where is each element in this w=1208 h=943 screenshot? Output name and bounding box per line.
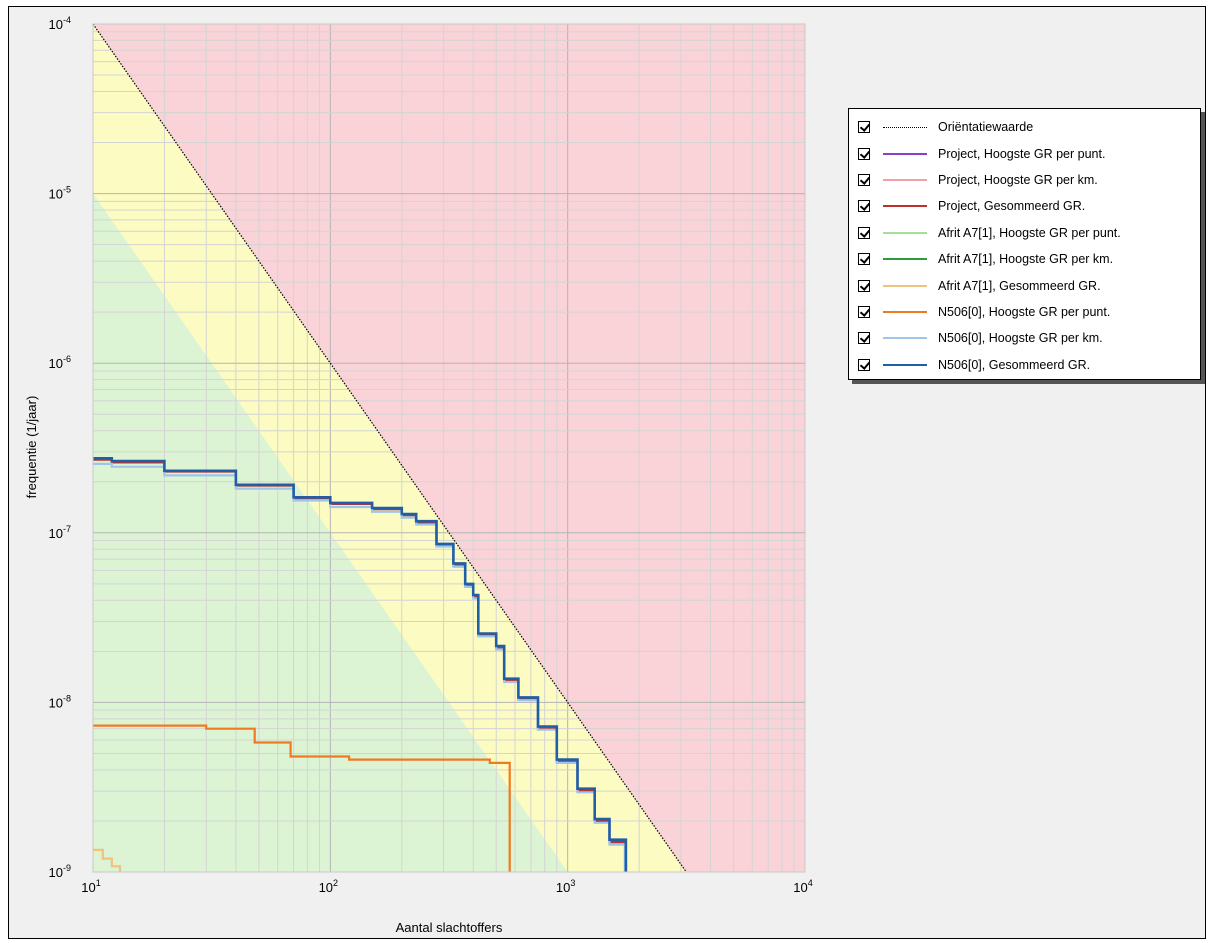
- legend-label: N506[0], Hoogste GR per km.: [938, 331, 1103, 346]
- legend-item[interactable]: Afrit A7[1], Hoogste GR per punt.: [849, 220, 1200, 246]
- legend-label: Project, Hoogste GR per km.: [938, 172, 1098, 187]
- legend-swatch: [883, 152, 927, 155]
- legend-swatch: [883, 126, 927, 128]
- series-line-orientatiewaarde: [93, 24, 687, 872]
- chart-window: 101 102 103 104 10-4 10-5 10-6 10-7 10-8 10-9 Aa…: [8, 6, 1206, 939]
- legend-label: Afrit A7[1], Gesommeerd GR.: [938, 278, 1101, 293]
- legend-checkbox[interactable]: [858, 173, 870, 186]
- legend-swatch: [883, 231, 927, 234]
- legend-checkbox[interactable]: [858, 358, 870, 371]
- legend-swatch: [883, 310, 927, 313]
- series-line-9: [93, 457, 628, 872]
- legend-label: Afrit A7[1], Hoogste GR per km.: [938, 252, 1114, 267]
- grid-lines: [93, 24, 805, 872]
- legend-item[interactable]: Project, Hoogste GR per km.: [849, 167, 1200, 193]
- legend-checkbox[interactable]: [858, 226, 870, 239]
- y-tick-label: 10-4: [49, 15, 71, 32]
- legend-checkbox[interactable]: [858, 279, 870, 292]
- legend-checkbox[interactable]: [858, 121, 870, 134]
- legend-checkbox[interactable]: [858, 200, 870, 213]
- legend-label: Project, Hoogste GR per punt.: [938, 146, 1106, 161]
- y-tick-label: 10-7: [49, 524, 71, 541]
- legend-item[interactable]: Project, Hoogste GR per punt.: [849, 140, 1200, 166]
- legend-swatch: [883, 337, 927, 340]
- legend-label: N506[0], Hoogste GR per punt.: [938, 304, 1111, 319]
- legend-swatch: [883, 258, 927, 261]
- x-axis-label: Aantal slachtoffers: [396, 920, 503, 935]
- legend-item[interactable]: Afrit A7[1], Gesommeerd GR.: [849, 272, 1200, 298]
- y-tick-labels: 10-4 10-5 10-6 10-7 10-8 10-9: [49, 15, 71, 880]
- x-tick-label: 102: [319, 878, 338, 895]
- fn-curve-chart: 101 102 103 104 10-4 10-5 10-6 10-7 10-8 10-9 Aa…: [24, 15, 813, 935]
- x-tick-labels: 101 102 103 104: [81, 878, 812, 895]
- legend-label: Project, Gesommeerd GR.: [938, 199, 1086, 214]
- legend-label: N506[0], Gesommeerd GR.: [938, 357, 1091, 372]
- legend-item[interactable]: Oriëntatiewaarde: [849, 114, 1200, 140]
- legend-checkbox[interactable]: [858, 253, 870, 266]
- y-tick-label: 10-5: [49, 185, 71, 202]
- y-tick-label: 10-9: [49, 863, 71, 880]
- legend-checkbox[interactable]: [858, 147, 870, 160]
- legend-label: Oriëntatiewaarde: [938, 120, 1034, 135]
- x-tick-label: 103: [556, 878, 575, 895]
- legend-swatch: [883, 178, 927, 181]
- y-tick-label: 10-8: [49, 693, 71, 710]
- y-axis-label: frequentie (1/jaar): [24, 396, 39, 499]
- series-layer: [93, 24, 687, 872]
- series-line-7: [93, 724, 511, 872]
- plot-border: [92, 23, 806, 873]
- legend: Oriëntatiewaarde Project, Hoogste GR per …: [848, 108, 1201, 380]
- legend-item[interactable]: N506[0], Gesommeerd GR.: [849, 352, 1200, 378]
- legend-swatch: [883, 363, 927, 366]
- legend-checkbox[interactable]: [858, 332, 870, 345]
- x-tick-label: 101: [81, 878, 100, 895]
- legend-item[interactable]: Project, Gesommeerd GR.: [849, 193, 1200, 219]
- legend-label: Afrit A7[1], Hoogste GR per punt.: [938, 225, 1121, 240]
- legend-swatch: [883, 205, 927, 208]
- legend-item[interactable]: Afrit A7[1], Hoogste GR per km.: [849, 246, 1200, 272]
- legend-item[interactable]: N506[0], Hoogste GR per punt.: [849, 299, 1200, 325]
- x-tick-label: 104: [793, 878, 812, 895]
- legend-checkbox[interactable]: [858, 305, 870, 318]
- y-tick-label: 10-6: [49, 354, 71, 371]
- risk-zones: [93, 24, 805, 872]
- series-line-6: [93, 848, 122, 872]
- legend-swatch: [883, 284, 927, 287]
- legend-item[interactable]: N506[0], Hoogste GR per km.: [849, 325, 1200, 351]
